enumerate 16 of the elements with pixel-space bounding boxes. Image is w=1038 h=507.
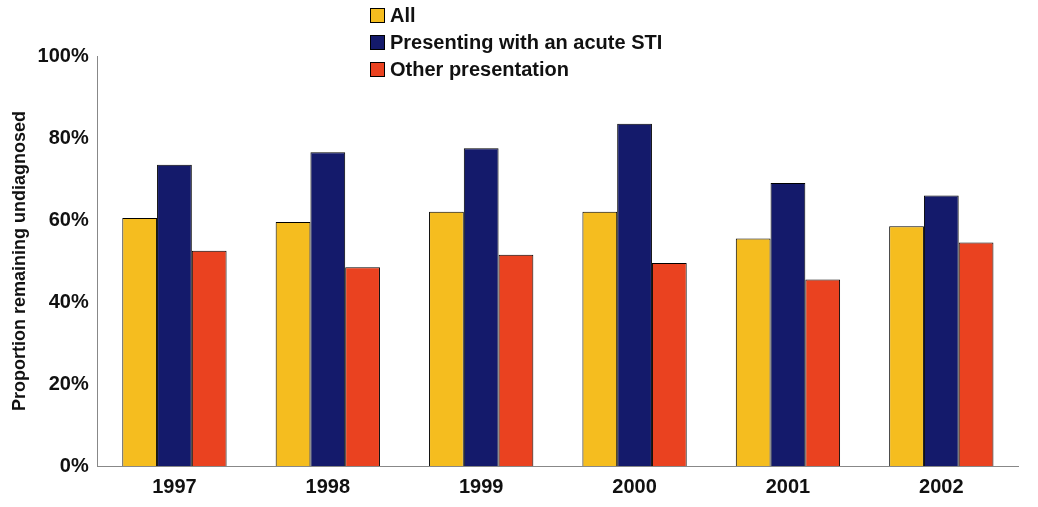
x-tick-label: 2000 <box>612 474 657 497</box>
y-tick-label: 60% <box>48 207 89 230</box>
x-tick-label: 1999 <box>458 474 504 497</box>
y-axis-title: Proportion remaining undiagnosed <box>8 110 29 412</box>
x-tick-label: 2002 <box>919 474 964 497</box>
x-tick-label: 1997 <box>152 474 197 497</box>
legend-label: Presenting with an acute STI <box>390 31 663 54</box>
y-tick-label: 100% <box>37 43 89 66</box>
y-tick-label: 80% <box>48 125 89 148</box>
x-tick-label: 1998 <box>305 474 351 497</box>
legend-label: All <box>390 4 416 27</box>
y-tick-label: 0% <box>59 453 89 476</box>
y-tick-label: 40% <box>48 289 89 312</box>
y-tick-label: 20% <box>48 371 89 394</box>
legend-label: Other presentation <box>390 58 569 81</box>
x-tick-label: 2001 <box>765 474 811 497</box>
